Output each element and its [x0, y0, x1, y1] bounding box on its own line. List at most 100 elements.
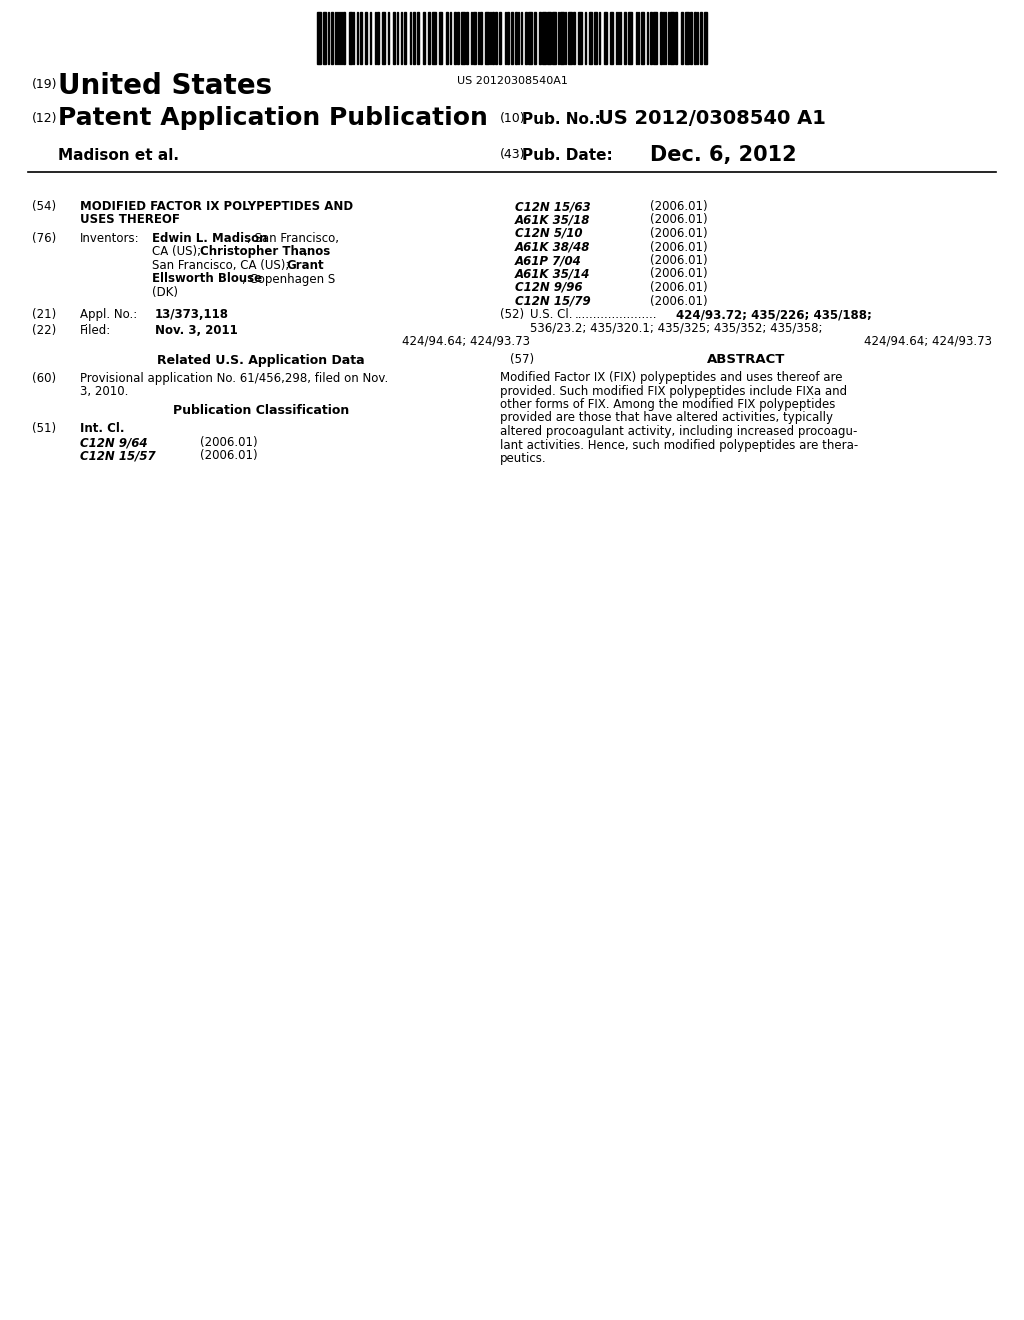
Bar	[428, 12, 430, 63]
Bar	[539, 12, 541, 63]
Text: ......................: ......................	[575, 308, 657, 321]
Text: (2006.01): (2006.01)	[200, 450, 258, 462]
Text: (51): (51)	[32, 422, 56, 436]
Text: lant activities. Hence, such modified polypeptides are thera-: lant activities. Hence, such modified po…	[500, 438, 858, 451]
Bar	[317, 12, 321, 63]
Text: (2006.01): (2006.01)	[650, 240, 708, 253]
Text: Madison et al.: Madison et al.	[58, 148, 179, 162]
Text: other forms of FIX. Among the modified FIX polypeptides: other forms of FIX. Among the modified F…	[500, 399, 836, 411]
Bar	[552, 12, 556, 63]
Text: provided. Such modified FIX polypeptides include FIXa and: provided. Such modified FIX polypeptides…	[500, 384, 847, 397]
Text: Nov. 3, 2011: Nov. 3, 2011	[155, 323, 238, 337]
Text: (10): (10)	[500, 112, 525, 125]
Text: (19): (19)	[32, 78, 57, 91]
Text: US 2012/0308540 A1: US 2012/0308540 A1	[598, 110, 826, 128]
Bar	[404, 12, 406, 63]
Text: (2006.01): (2006.01)	[650, 281, 708, 294]
Bar	[650, 12, 652, 63]
Text: ,: ,	[303, 246, 307, 259]
Text: (2006.01): (2006.01)	[650, 227, 708, 240]
Text: provided are those that have altered activities, typically: provided are those that have altered act…	[500, 412, 833, 425]
Text: 13/373,118: 13/373,118	[155, 308, 229, 321]
Text: (2006.01): (2006.01)	[650, 253, 708, 267]
Text: USES THEREOF: USES THEREOF	[80, 213, 180, 226]
Bar	[492, 12, 494, 63]
Text: Ellsworth Blouse: Ellsworth Blouse	[152, 272, 262, 285]
Bar	[457, 12, 459, 63]
Bar	[628, 12, 632, 63]
Text: (2006.01): (2006.01)	[650, 214, 708, 227]
Bar	[343, 12, 345, 63]
Bar	[641, 12, 644, 63]
Bar	[432, 12, 436, 63]
Text: United States: United States	[58, 73, 272, 100]
Text: (12): (12)	[32, 112, 57, 125]
Bar	[694, 12, 696, 63]
Text: A61K 38/48: A61K 38/48	[515, 240, 591, 253]
Bar	[589, 12, 592, 63]
Text: (2006.01): (2006.01)	[650, 294, 708, 308]
Text: Inventors:: Inventors:	[80, 232, 139, 246]
Bar	[417, 12, 419, 63]
Text: Christopher Thanos: Christopher Thanos	[200, 246, 331, 259]
Text: Grant: Grant	[286, 259, 324, 272]
Bar	[480, 12, 482, 63]
Bar	[473, 12, 476, 63]
Text: MODIFIED FACTOR IX POLYPEPTIDES AND: MODIFIED FACTOR IX POLYPEPTIDES AND	[80, 201, 353, 213]
Text: (DK): (DK)	[152, 286, 178, 300]
Text: Int. Cl.: Int. Cl.	[80, 422, 125, 436]
Text: 536/23.2; 435/320.1; 435/325; 435/352; 435/358;: 536/23.2; 435/320.1; 435/325; 435/352; 4…	[530, 322, 822, 334]
Text: C12N 9/64: C12N 9/64	[80, 436, 147, 449]
Bar	[568, 12, 572, 63]
Text: Provisional application No. 61/456,298, filed on Nov.: Provisional application No. 61/456,298, …	[80, 372, 388, 385]
Text: 424/93.72; 435/226; 435/188;: 424/93.72; 435/226; 435/188;	[676, 308, 871, 321]
Text: Patent Application Publication: Patent Application Publication	[58, 106, 487, 129]
Text: altered procoagulant activity, including increased procoagu-: altered procoagulant activity, including…	[500, 425, 857, 438]
Bar	[528, 12, 532, 63]
Bar	[573, 12, 575, 63]
Bar	[393, 12, 395, 63]
Bar	[525, 12, 527, 63]
Bar	[323, 12, 326, 63]
Bar	[454, 12, 456, 63]
Text: Modified Factor IX (FIX) polypeptides and uses thereof are: Modified Factor IX (FIX) polypeptides an…	[500, 371, 843, 384]
Bar	[495, 12, 497, 63]
Bar	[675, 12, 677, 63]
Bar	[681, 12, 683, 63]
Bar	[349, 12, 352, 63]
Bar	[685, 12, 689, 63]
Text: Edwin L. Madison: Edwin L. Madison	[152, 232, 267, 246]
Bar	[377, 12, 379, 63]
Text: (60): (60)	[32, 372, 56, 385]
Bar	[515, 12, 517, 63]
Bar	[610, 12, 613, 63]
Bar	[360, 12, 362, 63]
Bar	[542, 12, 546, 63]
Text: San Francisco, CA (US);: San Francisco, CA (US);	[152, 259, 293, 272]
Text: Related U.S. Application Data: Related U.S. Application Data	[158, 354, 365, 367]
Text: , San Francisco,: , San Francisco,	[247, 232, 339, 246]
Text: , Copenhagen S: , Copenhagen S	[242, 272, 335, 285]
Bar	[700, 12, 702, 63]
Bar	[466, 12, 468, 63]
Bar	[507, 12, 509, 63]
Text: (43): (43)	[500, 148, 525, 161]
Bar	[439, 12, 442, 63]
Bar	[624, 12, 626, 63]
Bar	[365, 12, 367, 63]
Text: (2006.01): (2006.01)	[650, 268, 708, 281]
Text: C12N 15/79: C12N 15/79	[515, 294, 591, 308]
Bar	[660, 12, 662, 63]
Text: A61K 35/14: A61K 35/14	[515, 268, 591, 281]
Bar	[690, 12, 692, 63]
Text: (57): (57)	[510, 352, 535, 366]
Text: (2006.01): (2006.01)	[650, 201, 708, 213]
Text: 424/94.64; 424/93.73: 424/94.64; 424/93.73	[402, 335, 530, 348]
Text: A61K 35/18: A61K 35/18	[515, 214, 591, 227]
Text: (52): (52)	[500, 308, 524, 321]
Bar	[560, 12, 564, 63]
Text: 3, 2010.: 3, 2010.	[80, 385, 128, 399]
Text: C12N 15/57: C12N 15/57	[80, 450, 156, 462]
Bar	[413, 12, 415, 63]
Text: ABSTRACT: ABSTRACT	[707, 352, 785, 366]
